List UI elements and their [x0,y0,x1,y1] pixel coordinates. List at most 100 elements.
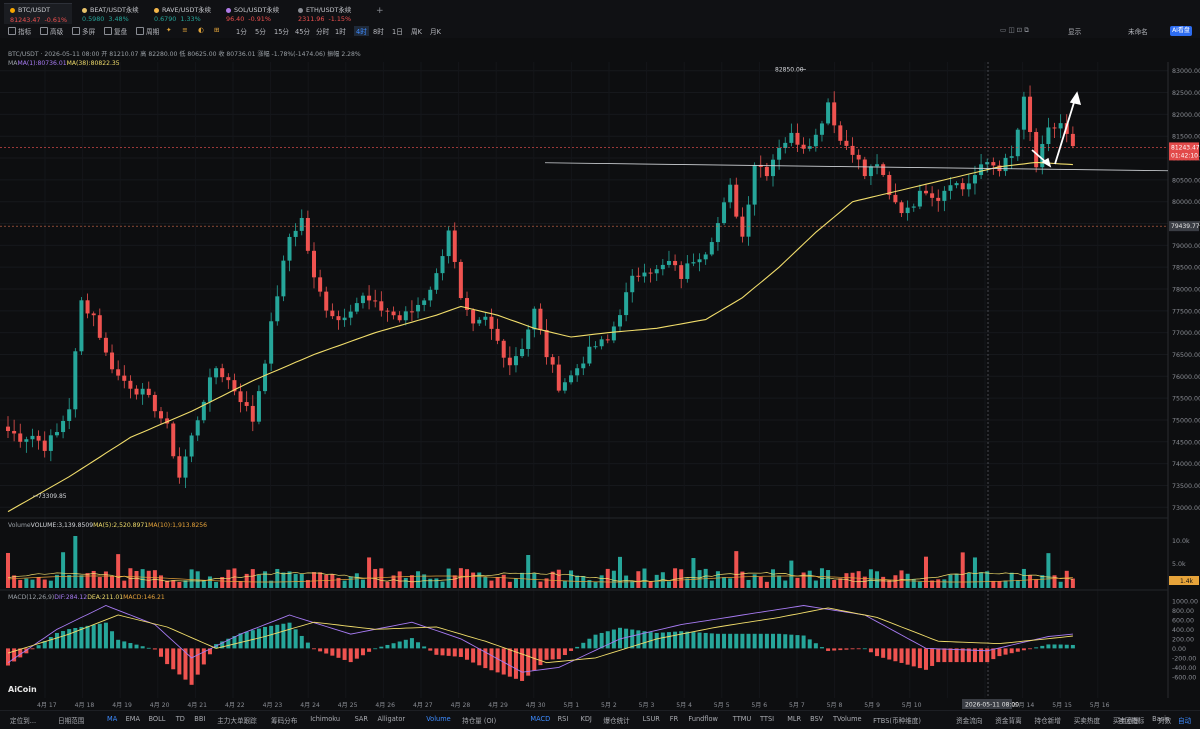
interval-2[interactable]: 15分 [274,28,289,36]
interval-10[interactable]: 月K [430,28,441,36]
chart-area[interactable]: 73000.00 73500.00 74000.00 74500.00 75000.00… [0,38,1200,710]
community-indicators[interactable]: 社区指标 [1118,717,1145,725]
indicator-17[interactable]: FR [669,715,679,723]
indicator-23[interactable]: TVolume [833,715,862,723]
display-button[interactable]: 显示 [1068,28,1082,36]
indicator-2[interactable]: BOLL [148,715,166,723]
tab-symbol: SOL/USDT永续 [226,5,279,14]
macd-bar [636,630,641,649]
macd-bar [232,636,237,649]
macd-bar [556,648,561,660]
indicator-6[interactable]: 筹码分布 [271,717,298,725]
indicator-13[interactable]: RSI [557,715,569,723]
x-tick-label: 4月 19 [112,702,132,709]
macd-bar [826,648,831,651]
up-arrow-line [1054,95,1077,165]
indicator-21[interactable]: MLR [787,715,802,723]
interval-5[interactable]: 1时 [335,28,346,36]
volume-bar [189,569,194,588]
volume-bar [354,573,359,588]
chart-toolbar: 指标 高级 多屏 复盘 周期 ✦ ≡ ◐ ⊞ 1分 5分 15分 45分 分时 1时 4时 8时 1日 周K 月K ▭ … [0,24,1200,39]
candle-body [1015,129,1020,157]
indicator-24[interactable]: FTBS(币种维度) [873,717,921,725]
advanced-button[interactable]: 高级 [40,26,63,36]
interval-3[interactable]: 45分 [295,28,310,36]
interval-1[interactable]: 5分 [255,28,266,36]
volume-bar [287,571,292,588]
indicator-27[interactable]: 持仓新增 [1034,717,1061,725]
indicator-16[interactable]: LSUR [642,715,660,723]
candle-body [789,132,794,143]
indicator-20[interactable]: TTSI [760,715,775,723]
replay-button[interactable]: 复盘 [104,26,127,36]
indicator-8[interactable]: SAR [354,715,368,723]
candle-body [673,260,678,266]
indicator-10[interactable]: Volume [426,715,451,723]
drawing-tool-icon[interactable]: ≡ [182,26,188,34]
indicator-26[interactable]: 资金背离 [995,717,1022,725]
indicator-0[interactable]: MA [107,715,118,723]
auto-scale-toggle[interactable]: 自动 [1178,717,1192,725]
candle-body [360,295,365,304]
candle-body [575,368,580,376]
indicator-3[interactable]: TD [175,715,185,723]
candle-body [422,300,427,305]
macd-bar [758,633,763,649]
indicator-30[interactable]: Basis [1152,715,1170,723]
macd-bar [42,641,47,649]
indicator-22[interactable]: BSV [810,715,824,723]
account-selector[interactable]: 未命名 [1128,28,1148,36]
ai-button[interactable]: AI看盘 [1170,26,1192,36]
indicator-25[interactable]: 资金流向 [956,717,983,725]
macd-bar [801,635,806,649]
symbol-tab[interactable]: BTC/USDT 81243.47 -0.61% [4,3,72,24]
multi-screen-button[interactable]: 多屏 [72,26,95,36]
drawing-tool-icon[interactable]: ✦ [166,26,172,34]
candle-body [581,363,586,369]
symbol-tab[interactable]: SOL/USDT永续 96.40 -0.91% [220,3,288,23]
indicator-9[interactable]: Alligator [377,715,406,723]
interval-0[interactable]: 1分 [236,28,247,36]
add-tab-button[interactable]: + [376,6,384,16]
indicator-button[interactable]: 指标 [8,26,31,36]
volume-bar [728,578,733,588]
indicator-18[interactable]: Fundflow [688,715,718,723]
symbol-tab[interactable]: BEAT/USDT永续 0.5980 3.48% [76,3,144,23]
interval-9[interactable]: 周K [411,28,422,36]
vol-ma5 [7,571,1073,583]
indicator-1[interactable]: EMA [125,715,140,723]
macd-bar [881,648,886,658]
volume-bar [660,572,665,588]
log-scale-toggle[interactable]: 对数 [1158,717,1172,725]
indicator-14[interactable]: KDJ [580,715,592,723]
macd-bar [220,641,225,649]
symbol-tab[interactable]: RAVE/USDT永续 0.6790 1.33% [148,3,216,23]
indicator-7[interactable]: Ichimoku [310,715,341,723]
indicator-12[interactable]: MACD [530,715,551,723]
indicator-4[interactable]: BBI [194,715,206,723]
drawing-tool-icon[interactable]: ⊞ [214,26,220,34]
candle-body [379,301,384,311]
volume-bar [673,568,678,588]
volume-bar [850,572,855,588]
drawing-tool-icon[interactable]: ◐ [198,26,204,34]
candle-body [501,340,506,358]
indicator-5[interactable]: 主力大单跟踪 [217,717,257,725]
interval-8[interactable]: 1日 [392,28,403,36]
interval-7[interactable]: 8时 [373,28,384,36]
volume-bar [936,579,941,588]
interval-4[interactable]: 分时 [316,28,330,36]
symbol-tab[interactable]: ETH/USDT永续 2311.96 -1.15% [292,3,360,23]
indicator-19[interactable]: TTMU [732,715,752,723]
layout-icons[interactable]: ▭ ◫ ⊡ ⧉ [1000,26,1029,34]
candle-body [244,402,249,406]
indicator-11[interactable]: 持仓量 (OI) [462,717,497,725]
date-range-button[interactable]: 日期范围 [58,717,85,725]
period-button[interactable]: 周期 [136,26,159,36]
candle-body [146,388,151,395]
indicator-15[interactable]: 爆仓统计 [603,717,630,725]
interval-6[interactable]: 4时 [354,26,369,36]
indicator-28[interactable]: 买卖热度 [1073,717,1101,725]
indicator-29[interactable]: 买卖意愿 [1112,717,1140,725]
locate-button[interactable]: 定位到... [10,717,37,725]
